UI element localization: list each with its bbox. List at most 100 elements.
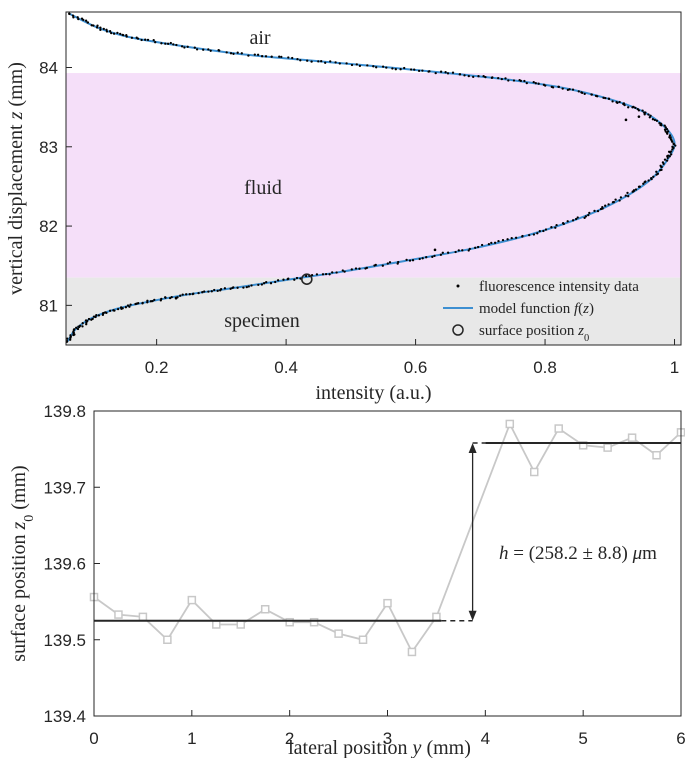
data-point	[604, 204, 607, 207]
data-point	[121, 33, 124, 37]
data-marker	[505, 419, 515, 429]
data-point	[643, 180, 646, 184]
data-point	[421, 69, 424, 72]
x-tick-label: 4	[481, 729, 490, 748]
intensity-profile-chart: 0.2 0.4 0.6 0.8 1 81 82 83 84 air fluid specimen i…	[5, 11, 682, 404]
data-point	[655, 119, 659, 122]
data-point	[247, 54, 250, 57]
data-point	[514, 236, 518, 239]
data-point	[296, 57, 299, 61]
data-point	[674, 144, 677, 147]
data-point	[69, 338, 72, 341]
data-point	[164, 296, 167, 299]
data-point	[528, 233, 531, 237]
data-point	[81, 322, 84, 325]
data-point	[256, 53, 260, 56]
data-point	[659, 123, 662, 127]
data-point	[324, 61, 327, 64]
data-marker	[358, 635, 368, 644]
data-point	[624, 118, 628, 122]
data-point	[590, 93, 593, 96]
data-point	[425, 256, 428, 259]
data-point	[126, 304, 130, 307]
data-point	[571, 219, 575, 222]
data-point	[183, 46, 186, 49]
data-point	[491, 76, 494, 79]
data-marker	[578, 441, 588, 450]
data-point	[493, 241, 497, 244]
data-point	[112, 32, 116, 35]
data-point	[373, 264, 376, 267]
region-label-air: air	[249, 27, 270, 49]
data-point	[544, 228, 548, 231]
data-point	[320, 60, 323, 63]
data-point	[537, 82, 540, 85]
data-point	[624, 194, 627, 197]
data-point	[108, 30, 112, 33]
data-point	[197, 291, 200, 295]
data-point	[104, 311, 107, 314]
data-point	[240, 52, 243, 55]
data-point	[287, 56, 290, 59]
legend-entry-data: fluorescence intensity data	[479, 279, 639, 295]
data-point	[260, 283, 264, 286]
data-point	[618, 100, 621, 104]
data-point	[532, 233, 536, 236]
data-point	[276, 279, 280, 282]
data-point	[571, 88, 575, 91]
data-point	[295, 276, 299, 280]
data-point	[229, 52, 233, 55]
data-point	[588, 211, 591, 215]
data-point	[411, 259, 415, 262]
data-point	[532, 80, 535, 84]
data-point	[506, 238, 509, 241]
data-point	[310, 273, 314, 277]
data-point	[626, 191, 629, 195]
data-point	[269, 282, 273, 285]
data-point	[665, 127, 669, 131]
x-tick-label: 6	[676, 729, 685, 748]
data-point	[210, 290, 213, 293]
data-point	[331, 271, 334, 274]
data-point	[668, 155, 671, 158]
data-point	[87, 317, 91, 321]
y-tick-label: 82	[39, 217, 58, 236]
data-point	[364, 267, 367, 270]
data-point	[623, 103, 626, 107]
data-point	[421, 257, 424, 260]
data-point	[554, 226, 557, 229]
data-point	[119, 32, 122, 36]
data-point	[510, 236, 513, 240]
data-point	[90, 24, 93, 27]
data-point	[345, 62, 348, 65]
x-tick-label: 2	[285, 729, 294, 748]
data-point	[386, 262, 389, 265]
data-point	[166, 42, 170, 45]
data-point	[195, 48, 199, 51]
region-specimen	[66, 277, 681, 345]
region-label-specimen: specimen	[224, 310, 300, 332]
data-point	[68, 12, 71, 16]
data-marker	[554, 424, 563, 433]
data-point	[566, 220, 569, 223]
data-point	[201, 291, 204, 294]
data-point	[446, 251, 450, 254]
data-point	[159, 299, 162, 302]
data-point	[583, 92, 586, 96]
data-point	[394, 68, 397, 71]
data-point	[627, 195, 630, 198]
x-tick-label: 0	[89, 729, 98, 748]
data-point	[650, 177, 653, 181]
data-point	[181, 293, 184, 296]
y-tick-label: 83	[39, 138, 58, 157]
data-point	[223, 287, 227, 290]
data-marker	[163, 635, 172, 644]
data-point	[665, 159, 669, 162]
data-point	[441, 251, 444, 254]
data-point	[627, 106, 630, 109]
data-point	[90, 318, 93, 321]
data-point	[207, 48, 210, 51]
data-point	[354, 267, 358, 270]
data-point	[660, 165, 663, 169]
data-marker	[260, 605, 270, 614]
